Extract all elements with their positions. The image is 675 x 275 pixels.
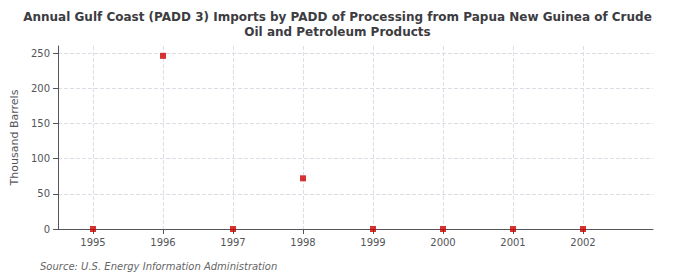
svg-text:50: 50	[37, 188, 50, 199]
svg-text:1995: 1995	[80, 237, 105, 248]
svg-text:1997: 1997	[220, 237, 245, 248]
svg-text:Source: U.S. Energy Informatio: Source: U.S. Energy Information Administ…	[40, 261, 277, 272]
svg-text:2000: 2000	[430, 237, 455, 248]
svg-text:Thousand Barrels: Thousand Barrels	[8, 89, 21, 186]
svg-text:1996: 1996	[150, 237, 175, 248]
svg-text:200: 200	[31, 83, 50, 94]
svg-text:100: 100	[31, 153, 50, 164]
svg-text:2002: 2002	[570, 237, 595, 248]
svg-text:2001: 2001	[500, 237, 525, 248]
svg-text:0: 0	[44, 224, 50, 235]
svg-text:1999: 1999	[360, 237, 385, 248]
svg-text:250: 250	[31, 48, 50, 59]
svg-text:150: 150	[31, 118, 50, 129]
svg-text:Annual Gulf Coast (PADD 3) Imp: Annual Gulf Coast (PADD 3) Imports by PA…	[23, 10, 652, 24]
svg-text:1998: 1998	[290, 237, 315, 248]
svg-text:Oil and Petroleum Products: Oil and Petroleum Products	[244, 25, 430, 39]
